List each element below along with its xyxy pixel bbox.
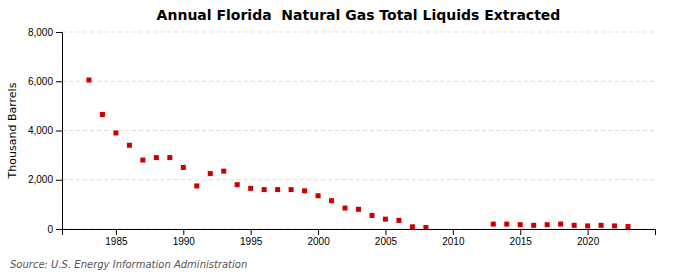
x-axis-tick: 1985: [105, 229, 128, 247]
point: [410, 224, 415, 229]
x-axis-tick-label: 1985: [105, 236, 128, 247]
point: [100, 112, 105, 117]
grid: [62, 32, 655, 229]
y-axis-tick: 0: [47, 224, 62, 235]
x-axis-tick-mark: [116, 229, 117, 235]
point: [167, 155, 172, 160]
point: [518, 222, 523, 227]
point: [504, 222, 509, 227]
point: [86, 78, 91, 83]
y-axis-tick: 4,000: [28, 125, 62, 136]
x-axis-tick-mark: [318, 229, 319, 235]
y-axis-tick-mark: [56, 131, 62, 132]
x-axis-tick: 1990: [173, 229, 196, 247]
point: [572, 223, 577, 228]
y-axis-tick: 8,000: [28, 27, 62, 38]
y-axis-tick-mark: [56, 32, 62, 33]
y-axis-tick-label: 2,000: [28, 174, 53, 185]
point: [383, 217, 388, 222]
x-axis-line: [63, 230, 656, 236]
x-axis-tick: 2000: [307, 229, 330, 247]
point: [343, 206, 348, 211]
point: [127, 143, 132, 148]
y-axis-tick-label: 0: [47, 224, 53, 235]
point: [181, 165, 186, 170]
y-axis-tick-mark: [56, 81, 62, 82]
x-axis-tick: 2015: [510, 229, 533, 247]
point: [208, 171, 213, 176]
x-axis-tick-mark: [588, 229, 589, 235]
point: [194, 183, 199, 188]
x-axis-tick-label: 1990: [173, 236, 196, 247]
point: [289, 187, 294, 192]
y-axis-title: Thousand Barrels: [6, 82, 19, 179]
point: [491, 222, 496, 227]
x-axis-tick-mark: [453, 229, 454, 235]
grid-line: [62, 130, 655, 131]
point: [558, 222, 563, 227]
point: [113, 130, 118, 135]
x-axis: 1985 1990 1995 2000 2005 2010 2015 2020: [63, 229, 656, 247]
x-axis-tick: 1995: [240, 229, 263, 247]
chart: 1985 1990 1995 2000 2005 2010 2015 2020 0 2,000 4,…: [0, 0, 675, 275]
point: [221, 169, 226, 174]
y-axis-line: [56, 33, 63, 230]
point: [140, 158, 145, 163]
source-note: Source: U.S. Energy Information Administ…: [10, 259, 247, 270]
x-axis-tick-mark: [385, 229, 386, 235]
grid-line: [62, 32, 655, 33]
x-axis-tick-label: 2020: [577, 236, 600, 247]
point: [329, 198, 334, 203]
x-axis-tick-label: 2005: [375, 236, 398, 247]
x-axis-tick-label: 2000: [307, 236, 330, 247]
x-axis-tick-mark: [183, 229, 184, 235]
y-axis: 0 2,000 4,000 6,000 8,000: [28, 27, 63, 235]
point: [275, 187, 280, 192]
point: [316, 193, 321, 198]
grid-line: [62, 81, 655, 82]
x-axis-tick: 2010: [442, 229, 465, 247]
x-axis-tick-label: 1995: [240, 236, 263, 247]
y-axis-tick-label: 8,000: [28, 27, 53, 38]
y-axis-tick-mark: [56, 180, 62, 181]
title: Annual Florida Natural Gas Total Liquids…: [157, 7, 561, 23]
point: [235, 182, 240, 187]
x-axis-tick: 2005: [375, 229, 398, 247]
point: [396, 218, 401, 223]
point: [585, 223, 590, 228]
x-axis-tick-label: 2010: [442, 236, 465, 247]
y-axis-tick: 2,000: [28, 174, 62, 185]
x-axis-tick-mark: [251, 229, 252, 235]
point: [262, 187, 267, 192]
x-axis-tick-label: 2015: [510, 236, 533, 247]
point: [154, 155, 159, 160]
point: [545, 222, 550, 227]
point: [248, 186, 253, 191]
point: [626, 224, 631, 229]
point: [531, 223, 536, 228]
plot-area: 1985 1990 1995 2000 2005 2010 2015 2020 0 2,000 4,…: [28, 27, 656, 247]
point: [369, 213, 374, 218]
points: [86, 78, 630, 229]
y-axis-tick-mark: [56, 229, 62, 230]
x-axis-tick-mark: [520, 229, 521, 235]
grid-line: [62, 179, 655, 180]
point: [356, 207, 361, 212]
y-axis-tick: 6,000: [28, 76, 62, 87]
point: [302, 188, 307, 193]
point: [599, 223, 604, 228]
y-axis-tick-label: 4,000: [28, 125, 53, 136]
x-axis-tick: 2020: [577, 229, 600, 247]
point: [423, 225, 428, 229]
y-axis-tick-label: 6,000: [28, 76, 53, 87]
point: [612, 223, 617, 228]
